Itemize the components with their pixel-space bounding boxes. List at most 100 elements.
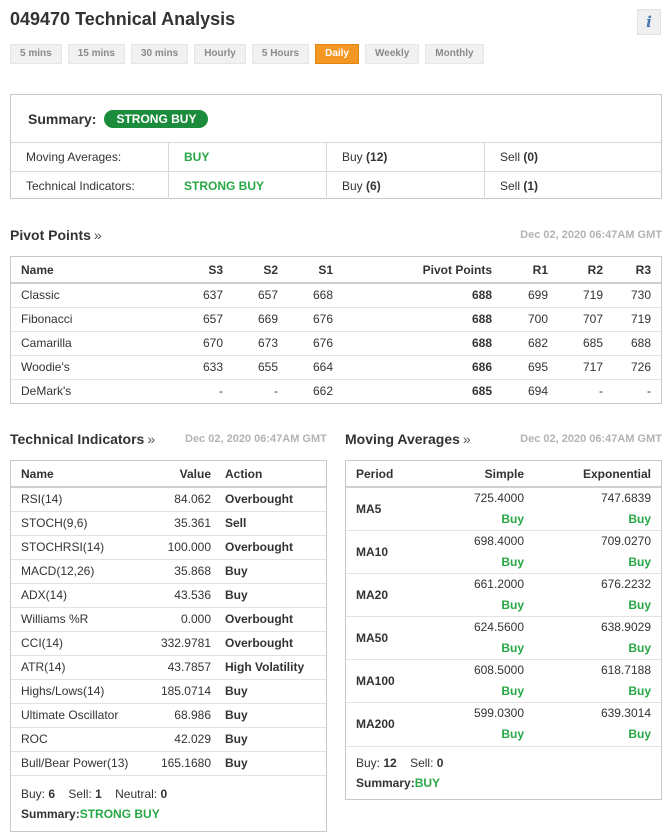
ma-simple-cell: 661.2000 Buy [436,573,524,617]
technical-indicators-link[interactable]: Technical Indicators» [10,431,156,447]
indicator-name: Williams %R [11,606,151,631]
pivot-row-name: Camarilla [11,330,141,355]
ma-exponential-cell: 709.0270 Buy [524,530,661,574]
ma-exponential-action: Buy [628,512,651,526]
pivot-value: 726 [603,354,661,379]
indicator-value: 0.000 [151,606,211,631]
info-icon[interactable]: i [637,9,661,35]
table-row: MA100 608.5000 Buy 618.7188 Buy [346,659,661,703]
ma-simple-action: Buy [501,555,524,569]
ma-exponential-value: 618.7188 [600,663,651,677]
timeframe-tabs: 5 mins 15 mins 30 mins Hourly 5 Hours Da… [10,44,484,64]
table-row: DeMark's - -662 685 694- - [11,378,661,403]
technical-counts: Buy: 6 Sell: 1 Neutral: 0 [21,787,168,801]
col-name: Name [11,461,151,488]
pivot-value: 695 [492,354,548,379]
table-row: MA200 599.0300 Buy 639.3014 Buy [346,702,661,746]
pivot-value: 688 [471,288,492,303]
pivot-points-link[interactable]: Pivot Points» [10,227,102,243]
summary-row-name: Technical Indicators: [11,172,169,199]
pivot-value: 670 [141,330,223,355]
ma-simple-value: 698.4000 [473,534,524,548]
ma-simple-value: 725.4000 [473,491,524,505]
pivot-value: - [548,378,603,403]
ma-period: MA200 [346,702,436,746]
table-row: STOCHRSI(14) 100.000 Overbought [11,534,326,559]
tab-5-mins[interactable]: 5 mins [10,44,62,64]
col-s1: S1 [278,257,333,284]
table-row: CCI(14) 332.9781 Overbought [11,630,326,655]
ma-simple-value: 661.2000 [473,577,524,591]
pivot-value: 730 [630,288,651,303]
indicator-name: CCI(14) [11,630,151,655]
ma-exponential-cell: 618.7188 Buy [524,659,661,703]
moving-counts: Buy: 12 Sell: 0 [356,755,444,770]
ma-period: MA100 [346,659,436,703]
tab-15-mins[interactable]: 15 mins [67,44,125,64]
ma-simple-action: Buy [501,727,524,742]
pivot-value: 700 [492,306,548,331]
pivot-value: - [141,378,223,403]
moving-averages-date: Dec 02, 2020 06:47AM GMT [520,433,662,445]
pivot-value: 673 [223,330,278,355]
ma-exponential-action: Buy [628,641,651,655]
indicator-name: STOCHRSI(14) [11,534,151,559]
ma-exponential-value: 638.9029 [600,620,651,634]
pivot-points-date: Dec 02, 2020 06:47AM GMT [520,229,662,241]
indicator-name: ADX(14) [11,582,151,607]
table-row: MA50 624.5600 Buy 638.9029 Buy [346,616,661,660]
ma-exponential-action: Buy [628,727,651,742]
pivot-value: 662 [278,378,333,403]
ma-exponential-value: 639.3014 [600,706,651,721]
pivot-value: 688 [603,330,661,355]
page-title: 049470 Technical Analysis [10,9,236,29]
indicator-action: Sell [211,510,326,535]
pivot-points-table: Name S3 S2 S1 Pivot Points R1 R2 R3 Clas… [10,256,662,404]
tab-5-hours[interactable]: 5 Hours [251,44,310,64]
col-exponential: Exponential [524,461,661,488]
ma-exponential-action: Buy [628,598,651,612]
table-row: Woodie's 633 655 664 686 695 717 726 [11,354,661,379]
pivot-value: 668 [312,288,333,303]
col-action: Action [211,461,326,488]
table-row: MACD(12,26) 35.868 Buy [11,558,326,583]
table-row: Classic 637 657 668 688 699 719 730 [11,283,661,307]
tab-monthly[interactable]: Monthly [425,44,484,64]
indicator-action: Buy [211,582,326,607]
indicator-name: MACD(12,26) [11,558,151,583]
tab-hourly[interactable]: Hourly [194,44,246,64]
summary-row-buy: Buy (6) [327,172,485,199]
ma-exponential-cell: 638.9029 Buy [524,616,661,660]
indicator-value: 332.9781 [151,630,211,655]
pivot-value: 655 [223,354,278,379]
col-s2: S2 [223,257,278,284]
ma-period: MA10 [346,530,436,574]
indicator-value: 165.1680 [151,750,211,775]
pivot-value: 633 [141,354,223,379]
col-value: Value [151,461,211,488]
indicator-name: Bull/Bear Power(13) [11,750,151,775]
indicator-action: Buy [211,558,326,583]
tab-30-mins[interactable]: 30 mins [130,44,189,64]
table-row: MA5 725.4000 Buy 747.6839 Buy [346,487,661,531]
table-row: Williams %R 0.000 Overbought [11,606,326,631]
moving-summary: Summary:BUY [356,775,441,790]
ma-simple-cell: 725.4000 Buy [436,487,524,531]
table-row: Ultimate Oscillator 68.986 Buy [11,702,326,727]
ma-simple-cell: 599.0300 Buy [436,702,524,746]
table-row: ADX(14) 43.536 Buy [11,582,326,607]
tab-daily[interactable]: Daily [315,44,359,64]
summary-row-signal: STRONG BUY [169,172,327,199]
ma-simple-value: 624.5600 [473,620,524,634]
table-row: MA10 698.4000 Buy 709.0270 Buy [346,530,661,574]
ma-exponential-value: 676.2232 [600,577,651,591]
table-row: ATR(14) 43.7857 High Volatility [11,654,326,679]
ma-simple-value: 599.0300 [473,706,524,721]
table-row: Bull/Bear Power(13) 165.1680 Buy [11,750,326,775]
table-row: Highs/Lows(14) 185.0714 Buy [11,678,326,703]
tab-weekly[interactable]: Weekly [365,44,420,64]
moving-averages-table: Period Simple Exponential MA5 725.4000 Buy… [345,460,662,800]
ma-exponential-cell: 676.2232 Buy [524,573,661,617]
summary-label: Summary: [28,110,97,127]
moving-averages-link[interactable]: Moving Averages» [345,431,471,447]
